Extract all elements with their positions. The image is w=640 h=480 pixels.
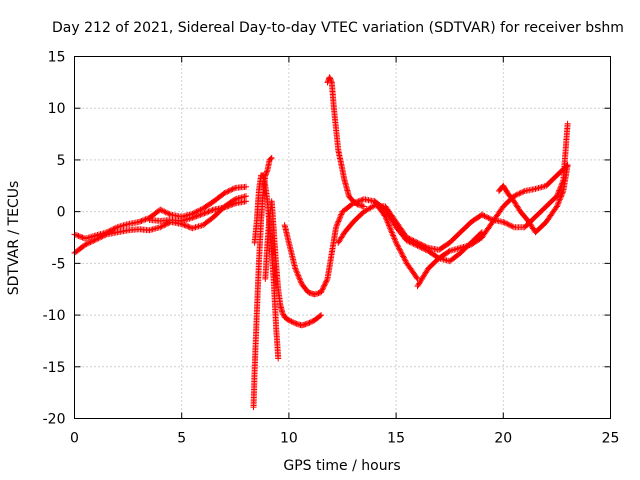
series-arc-c xyxy=(146,198,249,224)
x-tick-label: 10 xyxy=(280,431,298,447)
series-arc-g xyxy=(281,196,421,298)
y-axis-label: SDTVAR / TECUs xyxy=(6,181,22,296)
series-arc-h xyxy=(324,74,367,210)
y-tick-label: 15 xyxy=(48,50,66,66)
x-tick-label: 15 xyxy=(387,431,405,447)
y-tick-labels: -20 -15 -10 -5 0 5 10 15 xyxy=(43,50,66,428)
x-tick-label: 0 xyxy=(70,431,79,447)
chart-title: Day 212 of 2021, Sidereal Day-to-day VTE… xyxy=(52,20,624,36)
y-tick-label: 10 xyxy=(48,101,66,117)
x-tick-label: 25 xyxy=(602,431,620,447)
series-arc-k xyxy=(414,162,571,290)
series-arc-i xyxy=(335,202,485,253)
y-tick-label: 5 xyxy=(57,153,66,169)
x-tick-label: 5 xyxy=(177,431,186,447)
x-axis-label: GPS time / hours xyxy=(283,458,400,474)
x-tick-labels: 0 5 10 15 20 25 xyxy=(70,431,619,447)
series-layer xyxy=(71,74,571,411)
x-tick-label: 20 xyxy=(494,431,512,447)
tick-marks xyxy=(74,56,611,419)
y-tick-label: 0 xyxy=(57,205,66,221)
y-tick-label: -10 xyxy=(43,308,66,324)
series-arc-a xyxy=(71,183,249,242)
series-arc-b xyxy=(71,193,249,256)
plot-frame xyxy=(74,56,611,419)
y-tick-label: -20 xyxy=(43,412,66,428)
series-arc-f xyxy=(262,198,325,329)
series-arc-m xyxy=(496,162,571,236)
y-tick-label: -5 xyxy=(52,256,66,272)
y-tick-label: -15 xyxy=(43,360,66,376)
